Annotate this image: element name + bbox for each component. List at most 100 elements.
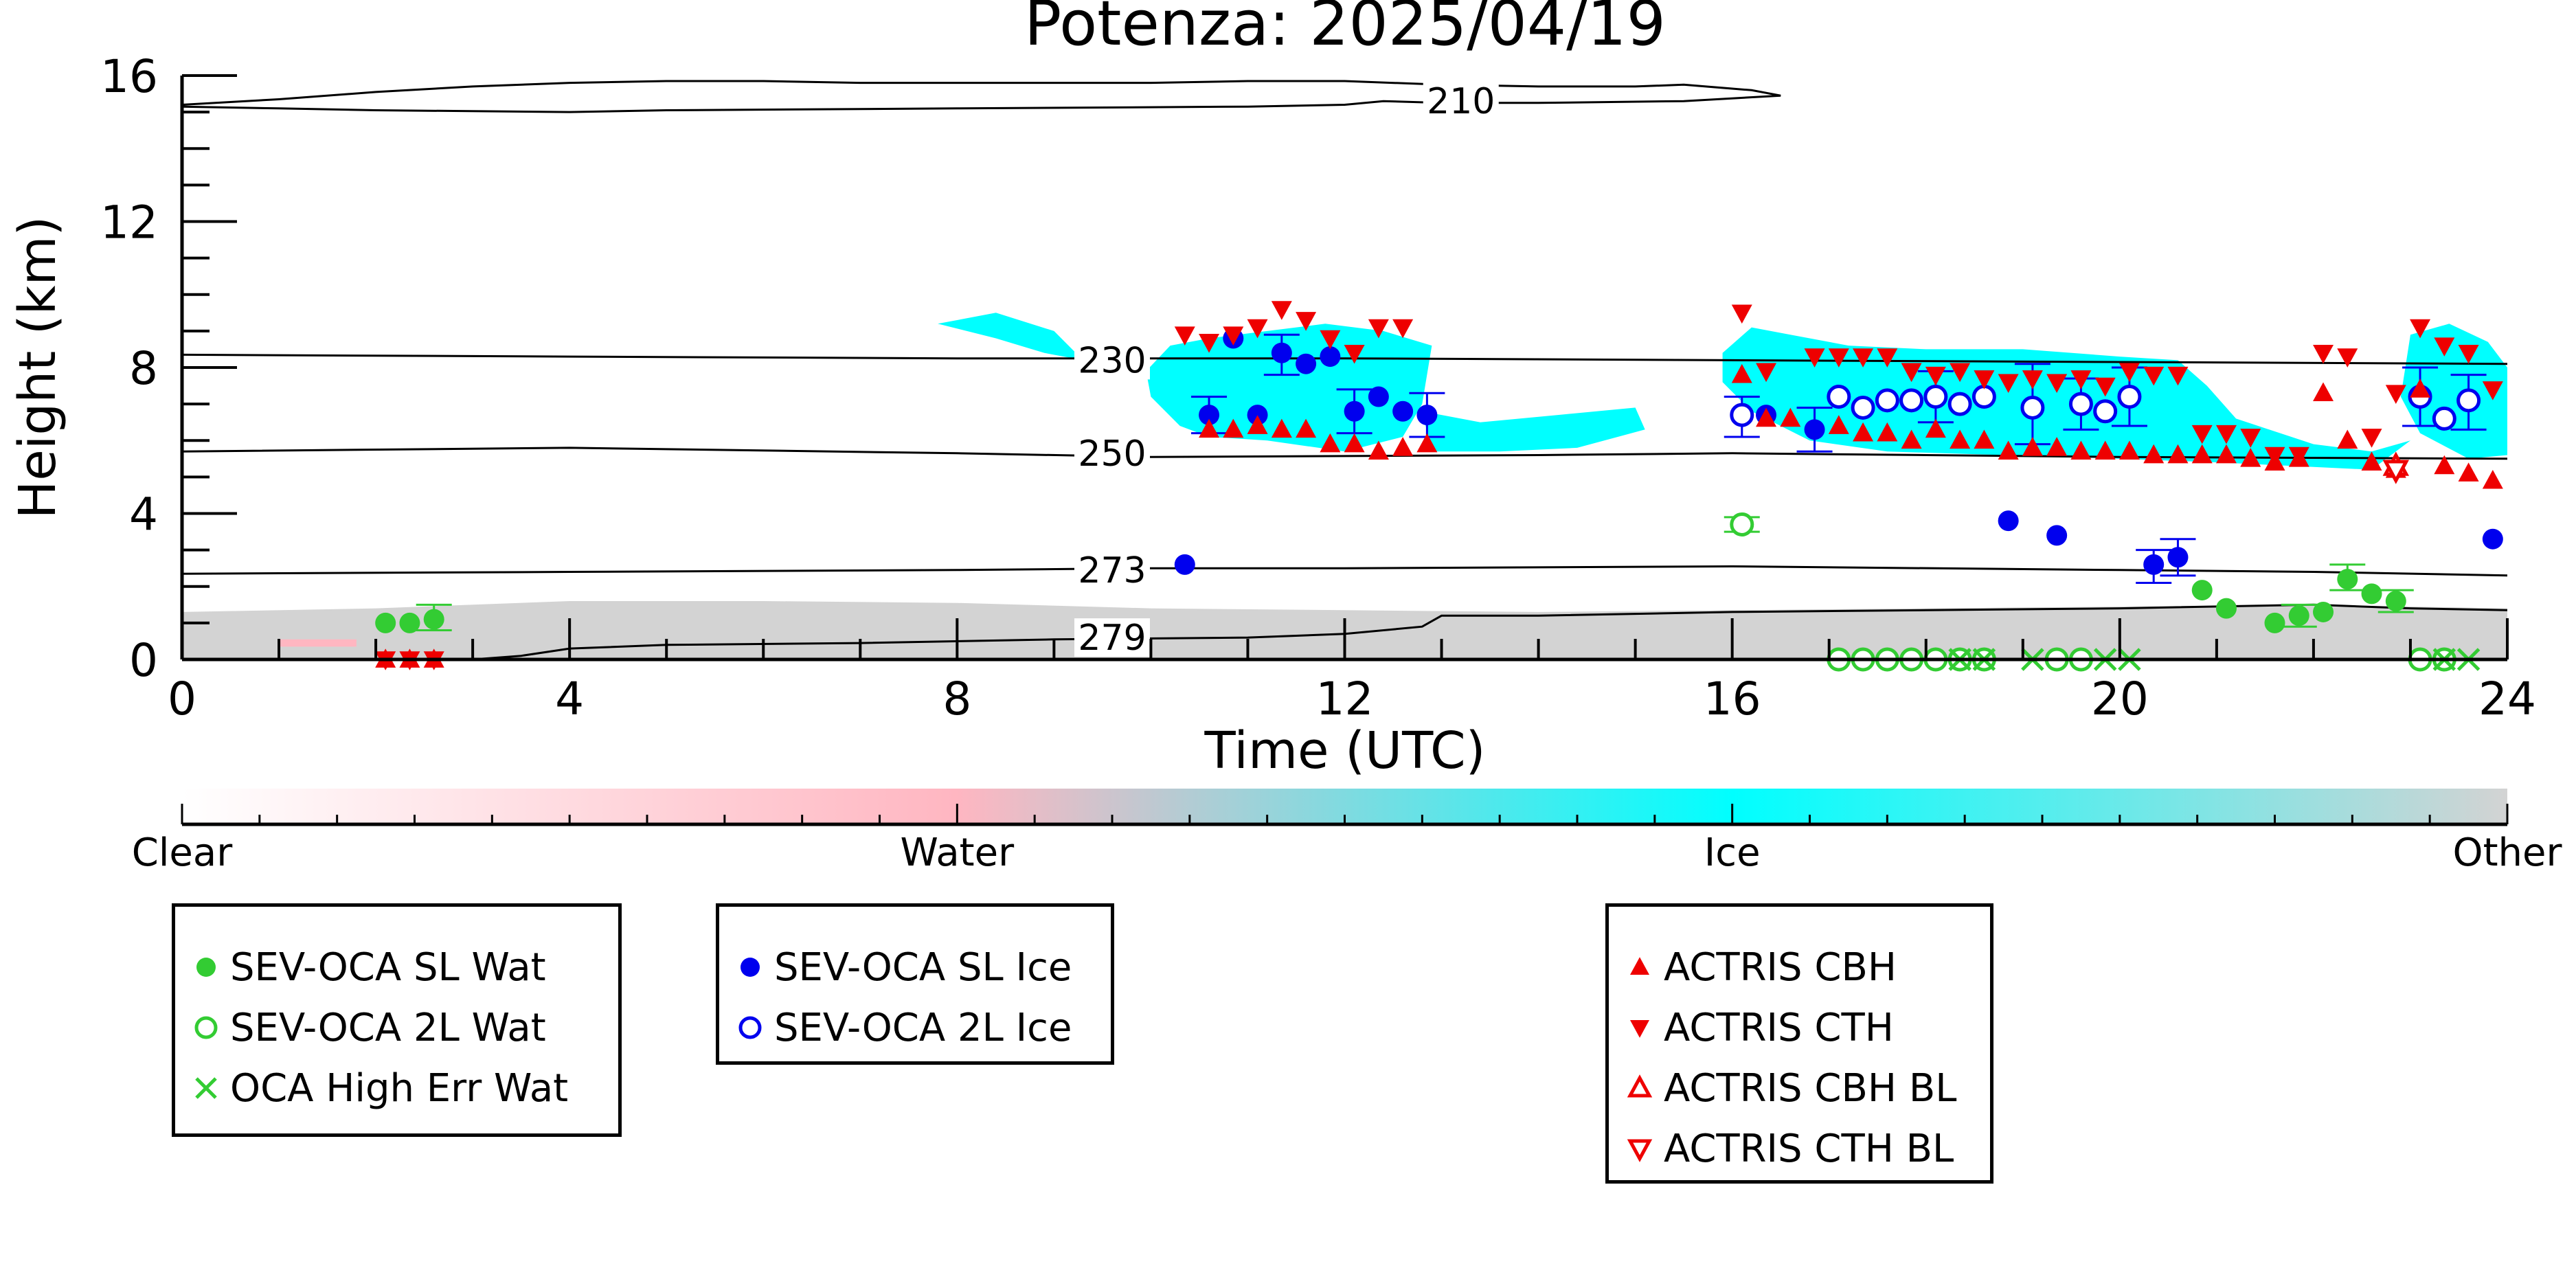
sev-oca-sl-wat-point xyxy=(2385,591,2406,611)
actris-cth-point xyxy=(1296,312,1317,331)
legend-item: SEV-OCA 2L Wat xyxy=(182,1000,546,1055)
actris-cth-point xyxy=(2119,363,2140,383)
sev-oca-2l-ice-point xyxy=(2117,385,2142,409)
sev-oca-sl-ice-point xyxy=(2167,547,2189,568)
colorbar-label: Clear xyxy=(132,831,233,875)
actris-cbh-point xyxy=(1780,407,1801,427)
actris-cbh-point xyxy=(2094,440,2116,460)
sev-oca-sl-wat-point xyxy=(2337,569,2358,590)
y-tick-label: 4 xyxy=(129,488,158,541)
actris-cth-point xyxy=(2046,374,2068,393)
actris-cth-point xyxy=(2337,348,2358,368)
actris-cth-point xyxy=(2361,429,2382,448)
x-tick-label: 8 xyxy=(942,673,971,725)
sev-oca-2l-ice-point xyxy=(1899,388,1924,413)
actris-cth-point xyxy=(1392,319,1414,339)
sev-oca-sl-wat-point xyxy=(2313,601,2334,622)
actris-cth-point xyxy=(1174,326,1195,346)
actris-cbh-point xyxy=(1901,429,1922,449)
actris-cth-point xyxy=(1901,363,1922,383)
legend-marker-open-triangle-up xyxy=(1627,1074,1653,1098)
colorbar-label: Other xyxy=(2452,831,2562,875)
legend-marker-svg xyxy=(1627,1074,1653,1098)
y-tick-label: 16 xyxy=(100,50,158,103)
legend-marker-icon xyxy=(726,940,774,995)
legend-label: ACTRIS CTH BL xyxy=(1664,1126,1954,1171)
sev-oca-sl-ice-point xyxy=(2143,554,2165,575)
actris-cbh-point xyxy=(1392,437,1414,456)
x-tick-label: 20 xyxy=(2091,673,2149,725)
actris-cbh-point xyxy=(2434,455,2455,475)
legend-marker-svg xyxy=(1627,1139,1653,1162)
contour-line xyxy=(182,353,2507,365)
contour-label-bg xyxy=(1423,82,1499,121)
sev-oca-sl-ice-point xyxy=(2482,528,2503,550)
legend-marker-svg xyxy=(741,958,760,977)
sev-oca-sl-wat-point xyxy=(2288,605,2309,626)
legend-item: ACTRIS CBH xyxy=(1616,940,1897,995)
sev-oca-sl-ice-point xyxy=(1174,554,1195,575)
legend-marker-icon xyxy=(1616,1061,1664,1116)
actris-cth-point xyxy=(1756,363,1777,383)
cloud-region-water xyxy=(279,639,357,647)
y-tick-label: 0 xyxy=(129,634,158,687)
legend-label: SEV-OCA SL Wat xyxy=(230,945,546,990)
cloud-region-ice xyxy=(938,313,1083,361)
actris-cbh-point xyxy=(2361,451,2382,471)
actris-cth-point xyxy=(2215,425,2237,444)
legend-marker-filled-circle xyxy=(741,958,760,977)
contour-label: 210 xyxy=(1427,81,1495,122)
actris-cbh-point xyxy=(1828,415,1849,434)
actris-cbh-point xyxy=(1974,429,1995,449)
sev-oca-sl-wat-point xyxy=(2191,580,2213,601)
actris-cbh-point xyxy=(1368,440,1389,460)
contour-label-bg xyxy=(1074,433,1150,473)
x-tick-label: 24 xyxy=(2478,673,2536,725)
sev-oca-sl-wat-point xyxy=(2215,598,2237,619)
actris-cth-point xyxy=(1998,374,2019,393)
actris-cbh-point xyxy=(2410,379,2431,398)
sev-oca-sl-ice-point xyxy=(1804,419,1825,440)
contour-line xyxy=(182,447,2507,460)
legend-marker-icon xyxy=(1616,1000,1664,1055)
contour-label: 273 xyxy=(1078,550,1146,591)
colorbar-label: Water xyxy=(901,831,1015,875)
actris-cth-point xyxy=(1950,363,1971,383)
actris-cbh-point xyxy=(1199,418,1220,438)
actris-cth-point xyxy=(1804,348,1825,368)
actris-cbh-point xyxy=(2482,469,2503,489)
actris-cbh-point xyxy=(1320,433,1341,453)
actris-cth-point xyxy=(1974,370,1995,389)
x-axis-label: Time (UTC) xyxy=(1204,721,1485,780)
actris-cbh-point xyxy=(2070,440,2092,460)
legend-marker-svg xyxy=(1630,957,1649,975)
legend-ice: SEV-OCA SL Ice SEV-OCA 2L Ice xyxy=(716,903,1114,1065)
y-tick-label: 8 xyxy=(129,342,158,395)
legend-marker-icon xyxy=(182,1000,230,1055)
legend-marker-triangle-down xyxy=(1630,1019,1649,1038)
legend-label: OCA High Err Wat xyxy=(230,1065,569,1111)
phase-colorbar: Clear Water Ice Other xyxy=(132,789,2562,875)
actris-cbh-point xyxy=(2046,437,2068,456)
contour-label: 230 xyxy=(1078,340,1146,381)
actris-cth-point xyxy=(2434,337,2455,357)
sev-oca-sl-wat-point xyxy=(423,609,444,630)
sev-oca-2l-ice-point xyxy=(2432,406,2456,431)
actris-cth-point xyxy=(2458,344,2479,364)
x-tick-label: 16 xyxy=(1704,673,1761,725)
chart-title: Potenza: 2025/04/19 xyxy=(1024,0,1666,60)
legend-marker-triangle-up xyxy=(1630,957,1649,975)
sev-oca-sl-ice-point xyxy=(1296,353,1317,374)
legend-marker-icon xyxy=(1616,940,1664,995)
legend-marker-icon xyxy=(182,940,230,995)
legend-marker-open-triangle-down xyxy=(1627,1139,1653,1162)
actris-cbh-point xyxy=(1877,422,1898,442)
cloud-region-ice xyxy=(1422,407,1645,452)
sev-oca-sl-ice-point xyxy=(1247,405,1268,426)
legend-item: ACTRIS CBH BL xyxy=(1616,1061,1956,1116)
actris-cth-point xyxy=(1223,326,1244,346)
actris-cbh-point xyxy=(1998,440,2019,460)
cloud-region-ice xyxy=(1722,327,2410,470)
actris-cth-point xyxy=(2482,381,2503,400)
sev-oca-2l-ice-point xyxy=(2068,392,2093,416)
